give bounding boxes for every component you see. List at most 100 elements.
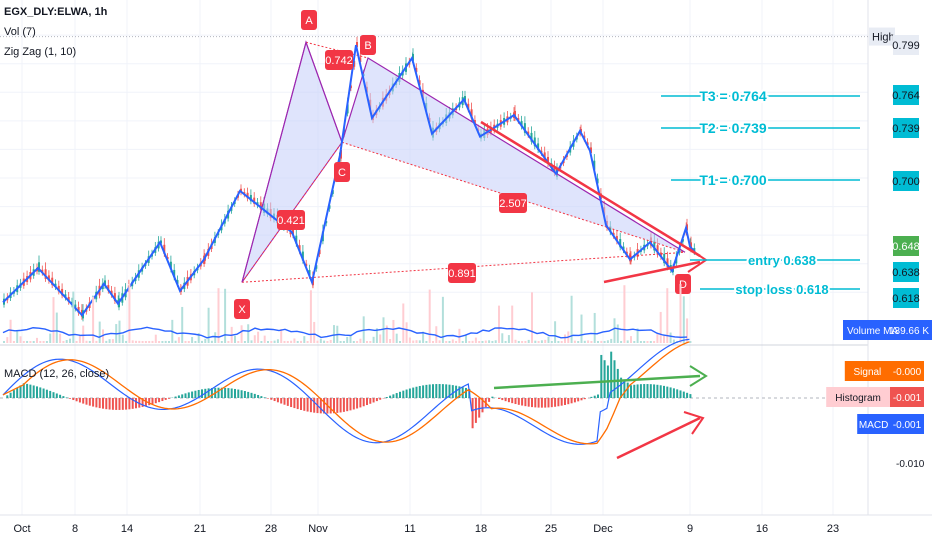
macd-hist-bar xyxy=(385,397,388,398)
price-badge-value: 0.638 xyxy=(892,267,920,279)
macd-hist-bar xyxy=(131,398,134,409)
candle-body xyxy=(470,109,473,119)
signal-line xyxy=(2,341,690,445)
macd-hist-bar xyxy=(646,384,649,398)
macd-hist-bar xyxy=(336,398,339,413)
candle-body xyxy=(77,306,80,313)
time-axis-tick: 18 xyxy=(475,523,487,535)
macd-hist-bar xyxy=(181,394,184,398)
volume-bar xyxy=(554,321,557,343)
volume-bar xyxy=(224,288,227,343)
macd-hist-bar xyxy=(514,398,517,405)
macd-hist-bar xyxy=(207,388,210,398)
volume-bar xyxy=(141,340,144,343)
volume-bar xyxy=(220,340,223,343)
candle-body xyxy=(537,143,540,150)
macd-pane xyxy=(0,338,868,460)
candle-body xyxy=(523,123,526,133)
zigzag-indicator-label[interactable]: Zig Zag (1, 10) xyxy=(4,46,77,58)
time-axis-tick: 11 xyxy=(404,523,415,535)
volume-bar xyxy=(613,318,616,343)
candle-body xyxy=(659,252,662,257)
macd-hist-bar xyxy=(194,390,197,398)
macd-hist-bar xyxy=(16,387,19,398)
volume-bar xyxy=(418,340,421,343)
macd-hist-bar xyxy=(389,395,392,398)
time-axis-tick: 23 xyxy=(827,523,839,535)
volume-bar xyxy=(583,340,586,343)
volume-bar xyxy=(402,303,405,343)
ratio-badge xyxy=(325,50,353,70)
harmonic-pattern xyxy=(241,40,686,283)
volume-bar xyxy=(356,341,359,343)
volume-bar xyxy=(121,334,124,343)
volume-bar xyxy=(319,338,322,343)
volume-bar xyxy=(168,341,170,343)
time-axis-tick: 28 xyxy=(265,523,277,535)
macd-hist-bar xyxy=(418,386,421,398)
volume-bar xyxy=(633,341,636,343)
volume-bar xyxy=(359,338,362,343)
point-label: D xyxy=(679,279,687,291)
macd-hist-bar xyxy=(481,398,484,413)
vol-indicator-label[interactable]: Vol (7) xyxy=(4,26,36,38)
volume-bar xyxy=(59,333,62,343)
macd-hist-bar xyxy=(201,389,203,398)
volume-bar xyxy=(333,325,335,343)
candle-body xyxy=(553,166,556,174)
volume-bar xyxy=(537,340,540,343)
candle-body xyxy=(653,240,656,251)
volume-bar xyxy=(194,340,197,343)
macd-hist-bar xyxy=(217,387,220,398)
macd-hist-bar xyxy=(465,387,467,398)
target-label: T3 = 0.764 xyxy=(699,88,767,104)
macd-hist-bar xyxy=(534,398,537,408)
volume-bar xyxy=(174,340,177,343)
point-badge xyxy=(360,35,376,55)
point-label: X xyxy=(238,304,246,316)
volume-bar xyxy=(547,336,550,343)
macd-hist-bar xyxy=(300,398,302,410)
volume-bar xyxy=(82,325,85,343)
macd-hist-bar xyxy=(471,398,474,429)
point-badge xyxy=(301,10,317,30)
volume-bar xyxy=(653,341,656,343)
candle-body xyxy=(619,239,622,248)
macd-hist-bar xyxy=(580,398,583,401)
macd-hist-bar xyxy=(69,398,71,399)
candle-body xyxy=(415,67,418,73)
volume-bar xyxy=(88,340,91,343)
macd-hist-bar xyxy=(415,386,418,398)
volume-bar xyxy=(491,340,494,343)
volume-bar xyxy=(408,337,411,343)
volume-bar xyxy=(309,290,312,343)
volume-bar xyxy=(26,340,29,343)
volume-bar xyxy=(36,337,38,343)
ratio-label: 0.742 xyxy=(325,55,353,67)
candle-body xyxy=(107,285,110,291)
volume-bar xyxy=(560,340,563,343)
volume-bar xyxy=(105,340,108,343)
volume-bar xyxy=(6,337,9,343)
macd-hist-bar xyxy=(399,391,401,398)
candle-body xyxy=(596,178,599,184)
macd-hist-bar xyxy=(663,385,665,398)
macd-hist-bar xyxy=(125,398,128,410)
price-badge xyxy=(893,35,919,55)
chart-symbol[interactable]: EGX_DLY:ELWA, 1h xyxy=(4,6,108,18)
volume-bar xyxy=(597,340,599,343)
volume-bar xyxy=(151,340,154,343)
macd-hist-bar xyxy=(319,398,322,414)
candle-body xyxy=(666,258,669,268)
volume-bar xyxy=(405,322,408,343)
volume-bar xyxy=(207,307,210,343)
time-axis-tick: 16 xyxy=(756,523,768,535)
volume-bar xyxy=(280,329,283,343)
macd-indicator-label[interactable]: MACD (12, 26, close) xyxy=(4,368,110,380)
candle-body xyxy=(176,280,179,284)
volume-bar xyxy=(161,340,164,343)
volume-bar xyxy=(204,338,207,343)
macd-hist-bar xyxy=(498,398,500,399)
macd-hist-bar xyxy=(557,398,560,407)
